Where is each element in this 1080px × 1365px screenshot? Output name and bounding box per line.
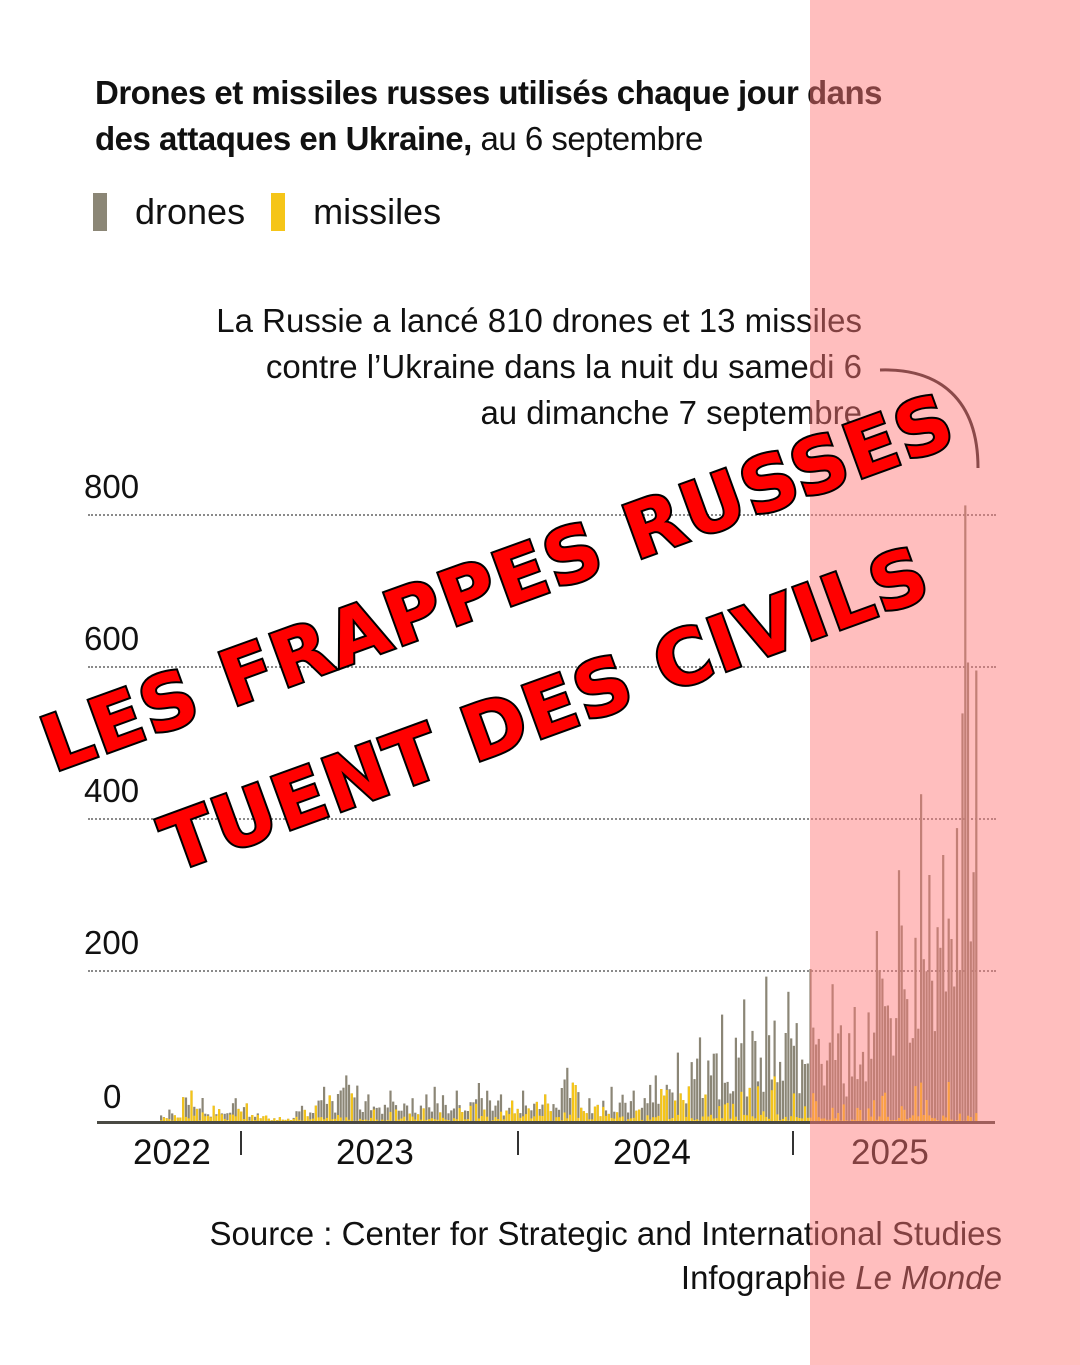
credit-publication: Le Monde	[855, 1259, 1002, 1296]
ytick-0: 0	[103, 1078, 122, 1115]
infographie-credit: Infographie Le Monde	[210, 1256, 1002, 1300]
ytick-600: 600	[84, 620, 140, 657]
legend: drones missiles	[93, 190, 467, 234]
x-axis	[97, 1121, 995, 1124]
legend-swatch-drones	[93, 193, 107, 231]
chart-title-bold: Drones et missiles russes utilisés chaqu…	[95, 74, 882, 157]
xtick-2022: 2022	[133, 1133, 211, 1172]
ytick-200: 200	[84, 924, 140, 961]
chart-title-date: au 6 septembre	[471, 120, 703, 157]
xtick-2023: 2023	[336, 1133, 414, 1172]
annotation-line-3: au dimanche 7 septembre	[480, 394, 862, 431]
annotation-line-2: contre l’Ukraine dans la nuit du samedi …	[265, 348, 862, 385]
gridline-600	[88, 666, 996, 668]
gridline-400	[88, 818, 996, 820]
ytick-400: 400	[84, 772, 140, 809]
year-separator-2022-2023	[240, 1131, 242, 1155]
legend-swatch-missiles	[271, 193, 286, 231]
legend-label-missiles: missiles	[313, 191, 442, 232]
chart-annotation: La Russie a lancé 810 drones et 13 missi…	[102, 298, 862, 436]
legend-label-drones: drones	[135, 191, 246, 232]
chart-title: Drones et missiles russes utilisés chaqu…	[95, 70, 935, 162]
ytick-800: 800	[84, 468, 140, 505]
source-credit: Source : Center for Strategic and Intern…	[210, 1212, 1002, 1300]
credit-prefix: Infographie	[680, 1259, 856, 1296]
xtick-2025: 2025	[851, 1133, 929, 1172]
gridline-200	[88, 970, 996, 972]
xtick-2024: 2024	[613, 1133, 691, 1172]
annotation-line-1: La Russie a lancé 810 drones et 13 missi…	[216, 302, 862, 339]
source-line: Source : Center for Strategic and Intern…	[209, 1215, 1002, 1252]
gridline-800	[88, 514, 996, 516]
year-separator-2023-2024	[517, 1131, 519, 1155]
year-separator-2024-2025	[792, 1131, 794, 1155]
